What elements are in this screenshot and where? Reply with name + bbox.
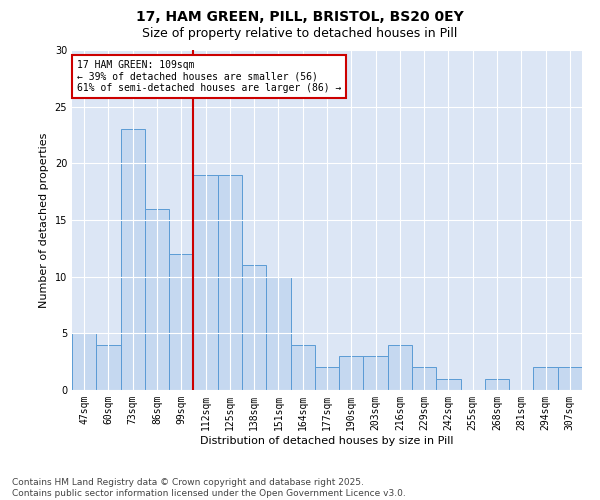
Bar [315, 368, 339, 390]
Bar [485, 378, 509, 390]
Bar [96, 344, 121, 390]
Bar [412, 368, 436, 390]
Bar [145, 208, 169, 390]
Text: 17, HAM GREEN, PILL, BRISTOL, BS20 0EY: 17, HAM GREEN, PILL, BRISTOL, BS20 0EY [136, 10, 464, 24]
Bar [290, 344, 315, 390]
Bar [121, 130, 145, 390]
Bar [169, 254, 193, 390]
Bar [218, 174, 242, 390]
Y-axis label: Number of detached properties: Number of detached properties [39, 132, 49, 308]
Bar [266, 276, 290, 390]
Bar [364, 356, 388, 390]
Bar [436, 378, 461, 390]
Bar [193, 174, 218, 390]
Text: 17 HAM GREEN: 109sqm
← 39% of detached houses are smaller (56)
61% of semi-detac: 17 HAM GREEN: 109sqm ← 39% of detached h… [77, 60, 341, 94]
Bar [72, 334, 96, 390]
Bar [533, 368, 558, 390]
Text: Size of property relative to detached houses in Pill: Size of property relative to detached ho… [142, 28, 458, 40]
Bar [558, 368, 582, 390]
Bar [388, 344, 412, 390]
Bar [339, 356, 364, 390]
X-axis label: Distribution of detached houses by size in Pill: Distribution of detached houses by size … [200, 436, 454, 446]
Text: Contains HM Land Registry data © Crown copyright and database right 2025.
Contai: Contains HM Land Registry data © Crown c… [12, 478, 406, 498]
Bar [242, 266, 266, 390]
